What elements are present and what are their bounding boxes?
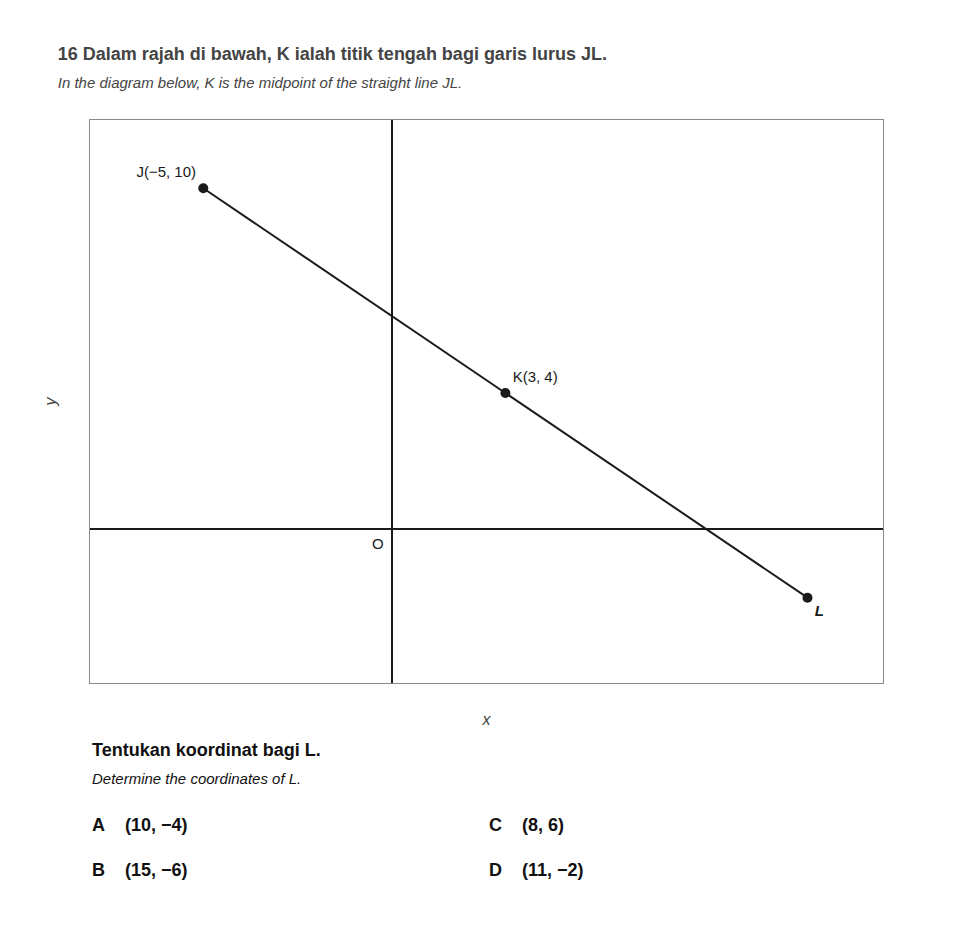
svg-text:O: O xyxy=(372,535,384,552)
svg-text:B (15, −6): B (15, −6) xyxy=(92,860,188,880)
svg-text:L: L xyxy=(815,602,824,619)
svg-text:x: x xyxy=(482,711,492,728)
svg-text:Determine the coordinates of L: Determine the coordinates of L. xyxy=(92,770,301,787)
svg-text:C (8, 6): C (8, 6) xyxy=(489,815,564,835)
svg-text:A (10, −4): A (10, −4) xyxy=(92,815,188,835)
svg-text:K(3, 4): K(3, 4) xyxy=(513,368,558,385)
svg-text:J(−5, 10): J(−5, 10) xyxy=(136,163,196,180)
svg-text:16 Dalam rajah di bawah, K ial: 16 Dalam rajah di bawah, K ialah titik t… xyxy=(58,44,607,64)
svg-text:D (11, −2): D (11, −2) xyxy=(489,860,584,880)
svg-text:Tentukan koordinat bagi L.: Tentukan koordinat bagi L. xyxy=(92,740,321,760)
svg-text:y: y xyxy=(42,397,59,407)
svg-text:In the diagram below, K is the: In the diagram below, K is the midpoint … xyxy=(58,74,462,91)
